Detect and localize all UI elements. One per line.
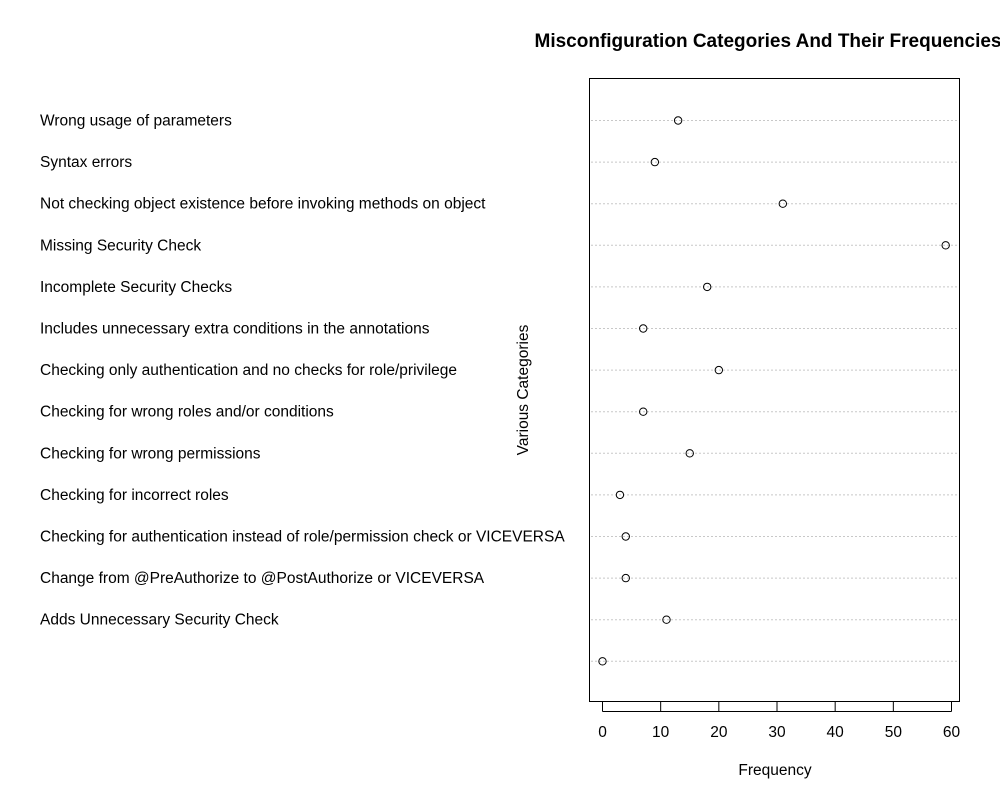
- category-label: Incomplete Security Checks: [40, 279, 232, 296]
- data-point: [598, 657, 607, 666]
- x-axis-title: Frequency: [738, 762, 811, 779]
- data-point: [639, 324, 648, 333]
- data-point: [941, 241, 950, 250]
- category-label: Checking for wrong roles and/or conditio…: [40, 404, 334, 421]
- data-point: [778, 199, 788, 208]
- data-point: [615, 490, 625, 500]
- y-axis-title: Various Categories: [515, 324, 532, 455]
- grid-lines: [591, 120, 958, 662]
- data-point: [673, 116, 683, 125]
- data-points: [598, 116, 950, 666]
- x-tick-label: 40: [827, 724, 845, 741]
- category-label: Checking for authentication instead of r…: [40, 529, 565, 546]
- data-point: [662, 615, 671, 624]
- x-tick-label: 0: [598, 724, 607, 741]
- x-axis: 0 10 20 30 40 50 60: [598, 702, 960, 741]
- category-label: Checking only authentication and no chec…: [40, 362, 457, 379]
- category-label: Syntax errors: [40, 154, 132, 171]
- x-tick-label: 10: [652, 724, 670, 741]
- data-point: [621, 532, 630, 541]
- plot-frame: [589, 78, 960, 702]
- category-label: Wrong usage of parameters: [40, 113, 232, 130]
- x-tick-label: 60: [943, 724, 961, 741]
- x-tick-label: 50: [885, 724, 903, 741]
- data-point: [685, 449, 694, 458]
- x-tick-label: 20: [710, 724, 728, 741]
- category-labels: Wrong usage of parameters Syntax errors No…: [40, 113, 565, 629]
- category-label: Checking for incorrect roles: [40, 487, 229, 504]
- x-tick-label: 30: [768, 724, 786, 741]
- data-point: [621, 573, 630, 583]
- data-point: [650, 157, 660, 167]
- category-label: Not checking object existence before inv…: [40, 196, 486, 213]
- category-label: Includes unnecessary extra conditions in…: [40, 321, 430, 338]
- category-label: Missing Security Check: [40, 237, 201, 254]
- category-label: Change from @PreAuthorize to @PostAuthor…: [40, 570, 485, 587]
- data-point: [714, 365, 724, 375]
- data-point: [639, 407, 648, 416]
- category-label: Checking for wrong permissions: [40, 445, 261, 462]
- data-point: [703, 282, 712, 292]
- chart-title: Misconfiguration Categories And Their Fr…: [535, 31, 1000, 52]
- category-label: Adds Unnecessary Security Check: [40, 612, 279, 629]
